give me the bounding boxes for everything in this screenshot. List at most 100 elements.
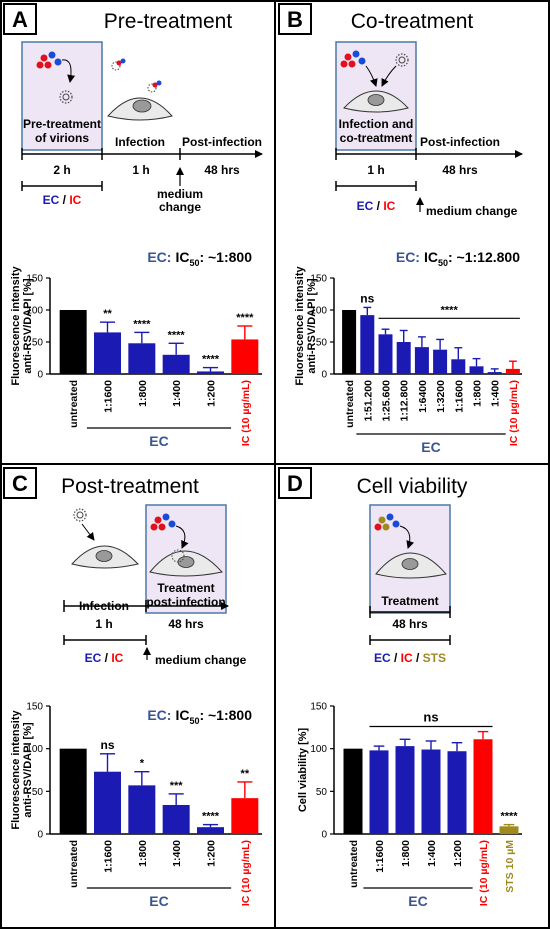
ic50-annotation: EC: IC50: ~1:12.800: [396, 249, 520, 268]
binding-arrow: [61, 59, 76, 83]
significance-label: ****: [202, 354, 220, 366]
panel-c-letter-box: [3, 467, 37, 499]
bar-6: [433, 349, 448, 374]
pretreatment-label-line1: Pre-treatment: [23, 117, 101, 131]
bar-6: [231, 339, 259, 374]
medium-change-label: medium change: [426, 204, 518, 218]
significance-label: ns: [100, 738, 114, 752]
x-tick-label: 1:400: [171, 380, 183, 407]
x-tick-label: untreated: [344, 380, 356, 428]
panel-d-title: Cell viability: [357, 475, 468, 498]
significance-label: **: [103, 308, 112, 320]
y-tick-label: 150: [310, 702, 327, 713]
x-tick-label: 1:400: [426, 840, 438, 867]
x-tick-label: untreated: [68, 380, 80, 428]
x-tick-label: 1:200: [206, 840, 218, 867]
ec-group-label: EC: [421, 439, 440, 455]
ec-group-label: EC: [149, 893, 168, 909]
cell-icon: [375, 552, 447, 579]
post-infection-label: Post-infection: [182, 135, 262, 149]
panel-b: B Co-treatment Infection and co-treatmen…: [278, 3, 523, 455]
x-tick-label: 1:800: [137, 380, 149, 407]
y-axis-label-line2: anti-RSV/DAPI [%]: [22, 278, 34, 374]
x-tick-label: 1:12.800: [399, 380, 411, 422]
time-1h: 1 h: [132, 163, 149, 177]
bar-3: [128, 785, 156, 834]
x-tick-label: untreated: [348, 840, 360, 888]
time-48h: 48 hrs: [392, 617, 428, 631]
x-tick-label: 1:6400: [417, 380, 429, 413]
time-1h: 1 h: [367, 163, 384, 177]
y-tick-label: 0: [37, 370, 43, 381]
bar-6: [473, 739, 493, 834]
y-tick-label: 50: [316, 787, 328, 798]
bar-2: [94, 771, 121, 834]
x-tick-label: IC (10 µg/mL): [240, 380, 252, 446]
time-48h: 48 hrs: [442, 163, 478, 177]
virion-icon: [59, 90, 73, 104]
bracket-significance-label: ns: [423, 709, 438, 724]
significance-label: **: [241, 768, 250, 780]
bar-2: [94, 332, 121, 374]
ic50-annotation: EC: IC50: ~1:800: [147, 249, 252, 268]
panel-d-letter-box: [278, 467, 312, 499]
x-tick-label: 1:1600: [374, 840, 386, 873]
x-tick-label: 1:51.200: [362, 380, 374, 422]
infected-cell-icon: [149, 549, 223, 577]
time-48h: 48 hrs: [204, 163, 240, 177]
x-tick-label: 1:1600: [103, 380, 115, 413]
panel-a-letter: A: [12, 7, 28, 32]
bar-2: [360, 315, 375, 374]
treatment-legend: EC / IC: [85, 651, 124, 665]
bar-6: [231, 798, 259, 834]
compound-icon: [374, 513, 400, 531]
significance-label: ****: [236, 312, 254, 324]
y-tick-label: 0: [37, 830, 43, 841]
y-tick-label: 150: [26, 274, 43, 285]
x-tick-label: 1:800: [400, 840, 412, 867]
ec-group-label: EC: [408, 893, 427, 909]
chart-d: 0 50 100 150 Cell viability [%] untreated 1:16…: [297, 702, 522, 909]
panel-d-letter: D: [287, 471, 303, 496]
y-tick-label: 100: [26, 306, 43, 317]
x-tick-label: 1:25.600: [381, 380, 393, 422]
medium-change-line1: medium: [157, 187, 203, 201]
x-tick-label: 1:800: [472, 380, 484, 407]
bar-10: [505, 368, 520, 374]
antibody-arrow: [365, 65, 378, 87]
panel-c: C Post-treatment Treatment post-infectio…: [3, 467, 262, 909]
antibody-icon: [36, 51, 62, 69]
treatment-arrow: [399, 525, 415, 549]
x-tick-label: 1:3200: [435, 380, 447, 413]
y-axis-label: Cell viability [%]: [297, 727, 309, 812]
infection-label: Infection: [115, 135, 165, 149]
x-tick-label: 1:200: [452, 840, 464, 867]
panel-a-letter-box: [3, 3, 37, 35]
ec-group-label: EC: [149, 433, 168, 449]
viability-label: Treatment: [381, 594, 438, 608]
cell-icon: [71, 545, 139, 569]
panel-c-letter: C: [12, 471, 28, 496]
significance-label: ***: [170, 780, 184, 792]
posttreatment-label-line2: post-infection: [146, 595, 225, 609]
x-tick-label: 1:200: [206, 380, 218, 407]
y-tick-label: 150: [310, 274, 327, 285]
antibody-icon: [150, 513, 176, 531]
y-tick-label: 100: [26, 744, 43, 755]
x-tick-label: IC (10 µg/mL): [240, 840, 252, 906]
x-tick-label: 1:1600: [453, 380, 465, 413]
bar-4: [421, 749, 441, 834]
medium-change-line2: change: [159, 200, 201, 214]
significance-label: ****: [500, 811, 518, 823]
bar-1: [59, 748, 87, 834]
bar-5: [197, 371, 224, 374]
bar-7: [499, 826, 519, 834]
post-infection-label: Post-infection: [420, 135, 500, 149]
medium-change-label: medium change: [155, 653, 247, 667]
significance-label: ****: [202, 811, 220, 823]
treatment-arrow: [175, 525, 189, 549]
time-1h: 1 h: [95, 617, 112, 631]
x-tick-label: IC (10 µg/mL): [508, 380, 520, 446]
bar-1: [343, 748, 363, 834]
significance-label: ns: [360, 291, 374, 305]
